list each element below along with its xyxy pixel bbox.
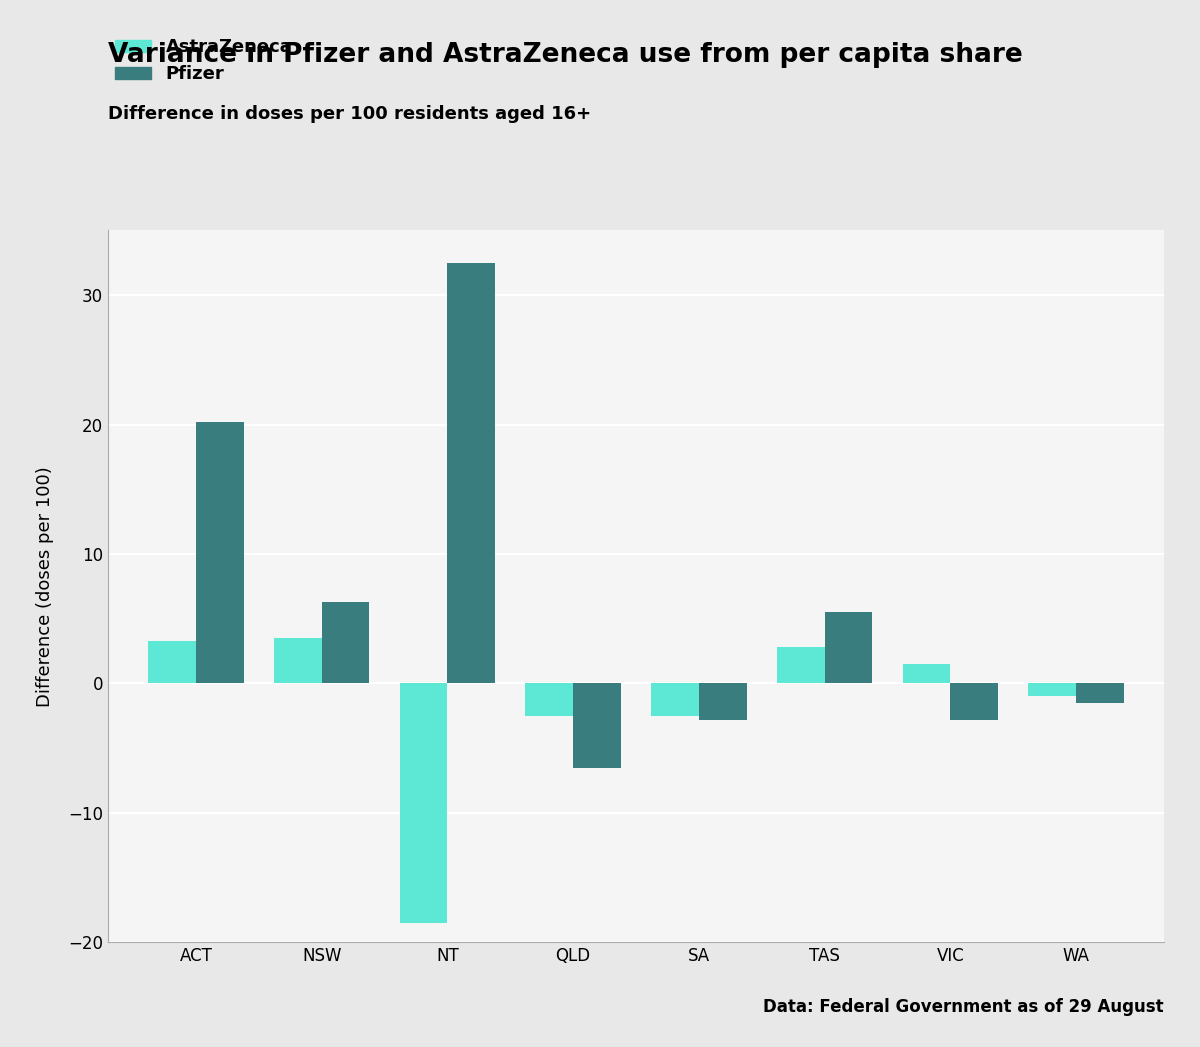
Bar xyxy=(698,684,746,719)
Bar xyxy=(776,647,824,684)
Bar xyxy=(526,684,574,716)
Text: Difference in doses per 100 residents aged 16+: Difference in doses per 100 residents ag… xyxy=(108,105,592,122)
Bar xyxy=(322,602,370,684)
Bar xyxy=(448,263,496,684)
Y-axis label: Difference (doses per 100): Difference (doses per 100) xyxy=(36,466,54,707)
Legend: AstraZeneca, Pfizer: AstraZeneca, Pfizer xyxy=(108,31,300,90)
Bar xyxy=(824,612,872,684)
Bar xyxy=(950,684,998,719)
Bar xyxy=(902,664,950,684)
Text: Variance in Pfizer and AstraZeneca use from per capita share: Variance in Pfizer and AstraZeneca use f… xyxy=(108,42,1022,68)
Bar xyxy=(1028,684,1076,696)
Bar xyxy=(1076,684,1123,703)
Text: Data: Federal Government as of 29 August: Data: Federal Government as of 29 August xyxy=(763,998,1164,1016)
Bar xyxy=(149,641,196,684)
Bar xyxy=(196,422,244,684)
Bar xyxy=(652,684,698,716)
Bar xyxy=(400,684,448,922)
Bar xyxy=(274,638,322,684)
Bar xyxy=(574,684,620,767)
